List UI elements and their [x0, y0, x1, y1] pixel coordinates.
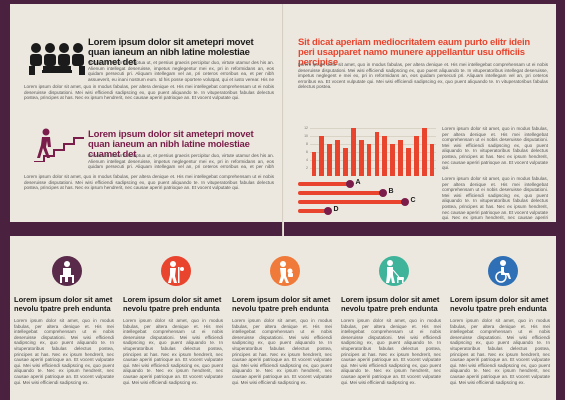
- bar-8: [374, 132, 380, 176]
- bar-15: [429, 144, 435, 176]
- chart-intro-text: Lorem ipsum dolor sit amet, quo in modus…: [298, 62, 548, 90]
- y-tick-label: 8: [306, 142, 308, 146]
- page-top-right: Sit dicat aperiam mediocritatem eaum pur…: [284, 4, 556, 222]
- side-text-1: Lorem ipsum dolor sit amet, quo in modus…: [442, 126, 548, 171]
- elderly-care-icon: [168, 261, 184, 283]
- bar-4: [343, 148, 348, 176]
- body-text-2: Lorem ipsum dolor sit amet, quo in modus…: [24, 174, 274, 191]
- hbar-C: [298, 200, 403, 204]
- bar-10: [390, 144, 396, 176]
- bar-7: [366, 144, 372, 176]
- baby-care-icon: [279, 261, 293, 283]
- side-text-2: Lorem ipsum dolor sit amet, quo in modus…: [442, 176, 548, 220]
- column-heading-3: Lorem ipsum dolor sit amet nevolu tpatre…: [341, 295, 440, 313]
- y-tick-label: 4: [306, 158, 308, 162]
- hbar-D: [298, 209, 326, 213]
- chair-person-icon: [60, 261, 74, 283]
- bar-9: [382, 136, 388, 176]
- bar-12: [406, 148, 411, 176]
- bar-13: [413, 136, 419, 176]
- column-icon-circle-4: [488, 256, 518, 286]
- hbar-label-C: C: [410, 197, 416, 204]
- section-heading-1: Lorem ipsum dolor sit ametepri movet qua…: [88, 37, 254, 68]
- page-fold: [282, 4, 284, 400]
- column-text-0: Lorem ipsum dolor sit amet, quo in modus…: [14, 318, 114, 385]
- hbar-marker-C: [400, 198, 409, 206]
- column-text-4: Lorem ipsum dolor sit amet, quo in modus…: [450, 318, 550, 385]
- column-heading-1: Lorem ipsum dolor sit amet nevolu tpatre…: [123, 295, 222, 313]
- y-tick-label: 2: [306, 166, 308, 170]
- hbar-A: [298, 182, 348, 186]
- horizontal-bar-chart: A B C D: [298, 179, 436, 220]
- hbar-label-D: D: [333, 206, 339, 213]
- column-text-2: Lorem ipsum dolor sit amet, quo in modus…: [232, 318, 332, 385]
- hbar-B: [298, 191, 381, 195]
- column-heading-4: Lorem ipsum dolor sit amet nevolu tpatre…: [450, 295, 549, 313]
- y-tick-label: 6: [306, 150, 308, 154]
- column-icon-circle-3: [379, 256, 409, 286]
- hbar-label-B: B: [388, 188, 394, 195]
- bar-11: [398, 140, 403, 176]
- column-heading-0: Lorem ipsum dolor sit amet nevolu tpatre…: [14, 295, 113, 313]
- stairs-climb-icon: [34, 128, 84, 162]
- hbar-marker-B: [378, 189, 387, 197]
- intro-text-1: Uno unum aeterno voluptua ut, et persius…: [88, 60, 274, 82]
- column-heading-2: Lorem ipsum dolor sit amet nevolu tpatre…: [232, 295, 331, 313]
- column-text-1: Lorem ipsum dolor sit amet, quo in modus…: [123, 318, 223, 385]
- hbar-marker-A: [345, 180, 354, 188]
- bar-2: [327, 144, 333, 176]
- bar-0: [311, 152, 317, 176]
- y-tick-label: 12: [304, 126, 308, 130]
- column-text-3: Lorem ipsum dolor sit amet, quo in modus…: [341, 318, 441, 385]
- body-text-1: Lorem ipsum dolor sit amet, quo in modus…: [24, 84, 274, 101]
- page-bottom: Lorem ipsum dolor sit amet nevolu tpatre…: [10, 236, 556, 400]
- section-heading-2: Lorem ipsum dolor sit ametepri movet qua…: [88, 129, 254, 160]
- bar-chart: 12 10 8 6 4 2: [298, 126, 436, 178]
- column-icon-circle-1: [161, 256, 191, 286]
- bar-1: [319, 136, 325, 176]
- bar-5: [350, 128, 356, 176]
- page-top-left: Lorem ipsum dolor sit ametepri movet qua…: [10, 4, 282, 222]
- bar-chart-plot: [310, 128, 436, 176]
- dog-walk-icon: [386, 260, 404, 283]
- bar-14: [421, 128, 427, 176]
- hbar-label-A: A: [355, 179, 361, 186]
- column-icon-circle-0: [52, 256, 82, 286]
- hbar-marker-D: [323, 207, 332, 215]
- chart-section-heading: Sit dicat aperiam mediocritatem eaum pur…: [298, 37, 531, 68]
- bar-3: [335, 140, 340, 176]
- intro-text-2: Uno unum aeterno voluptua ut, et persius…: [88, 153, 274, 170]
- wheelchair-icon: [495, 260, 511, 283]
- bar-6: [358, 140, 364, 176]
- bar-chart-y-axis: 12 10 8 6 4 2: [298, 126, 308, 178]
- column-icon-circle-2: [270, 256, 300, 286]
- y-tick-label: 10: [304, 134, 308, 138]
- group-people-icon: [29, 43, 85, 75]
